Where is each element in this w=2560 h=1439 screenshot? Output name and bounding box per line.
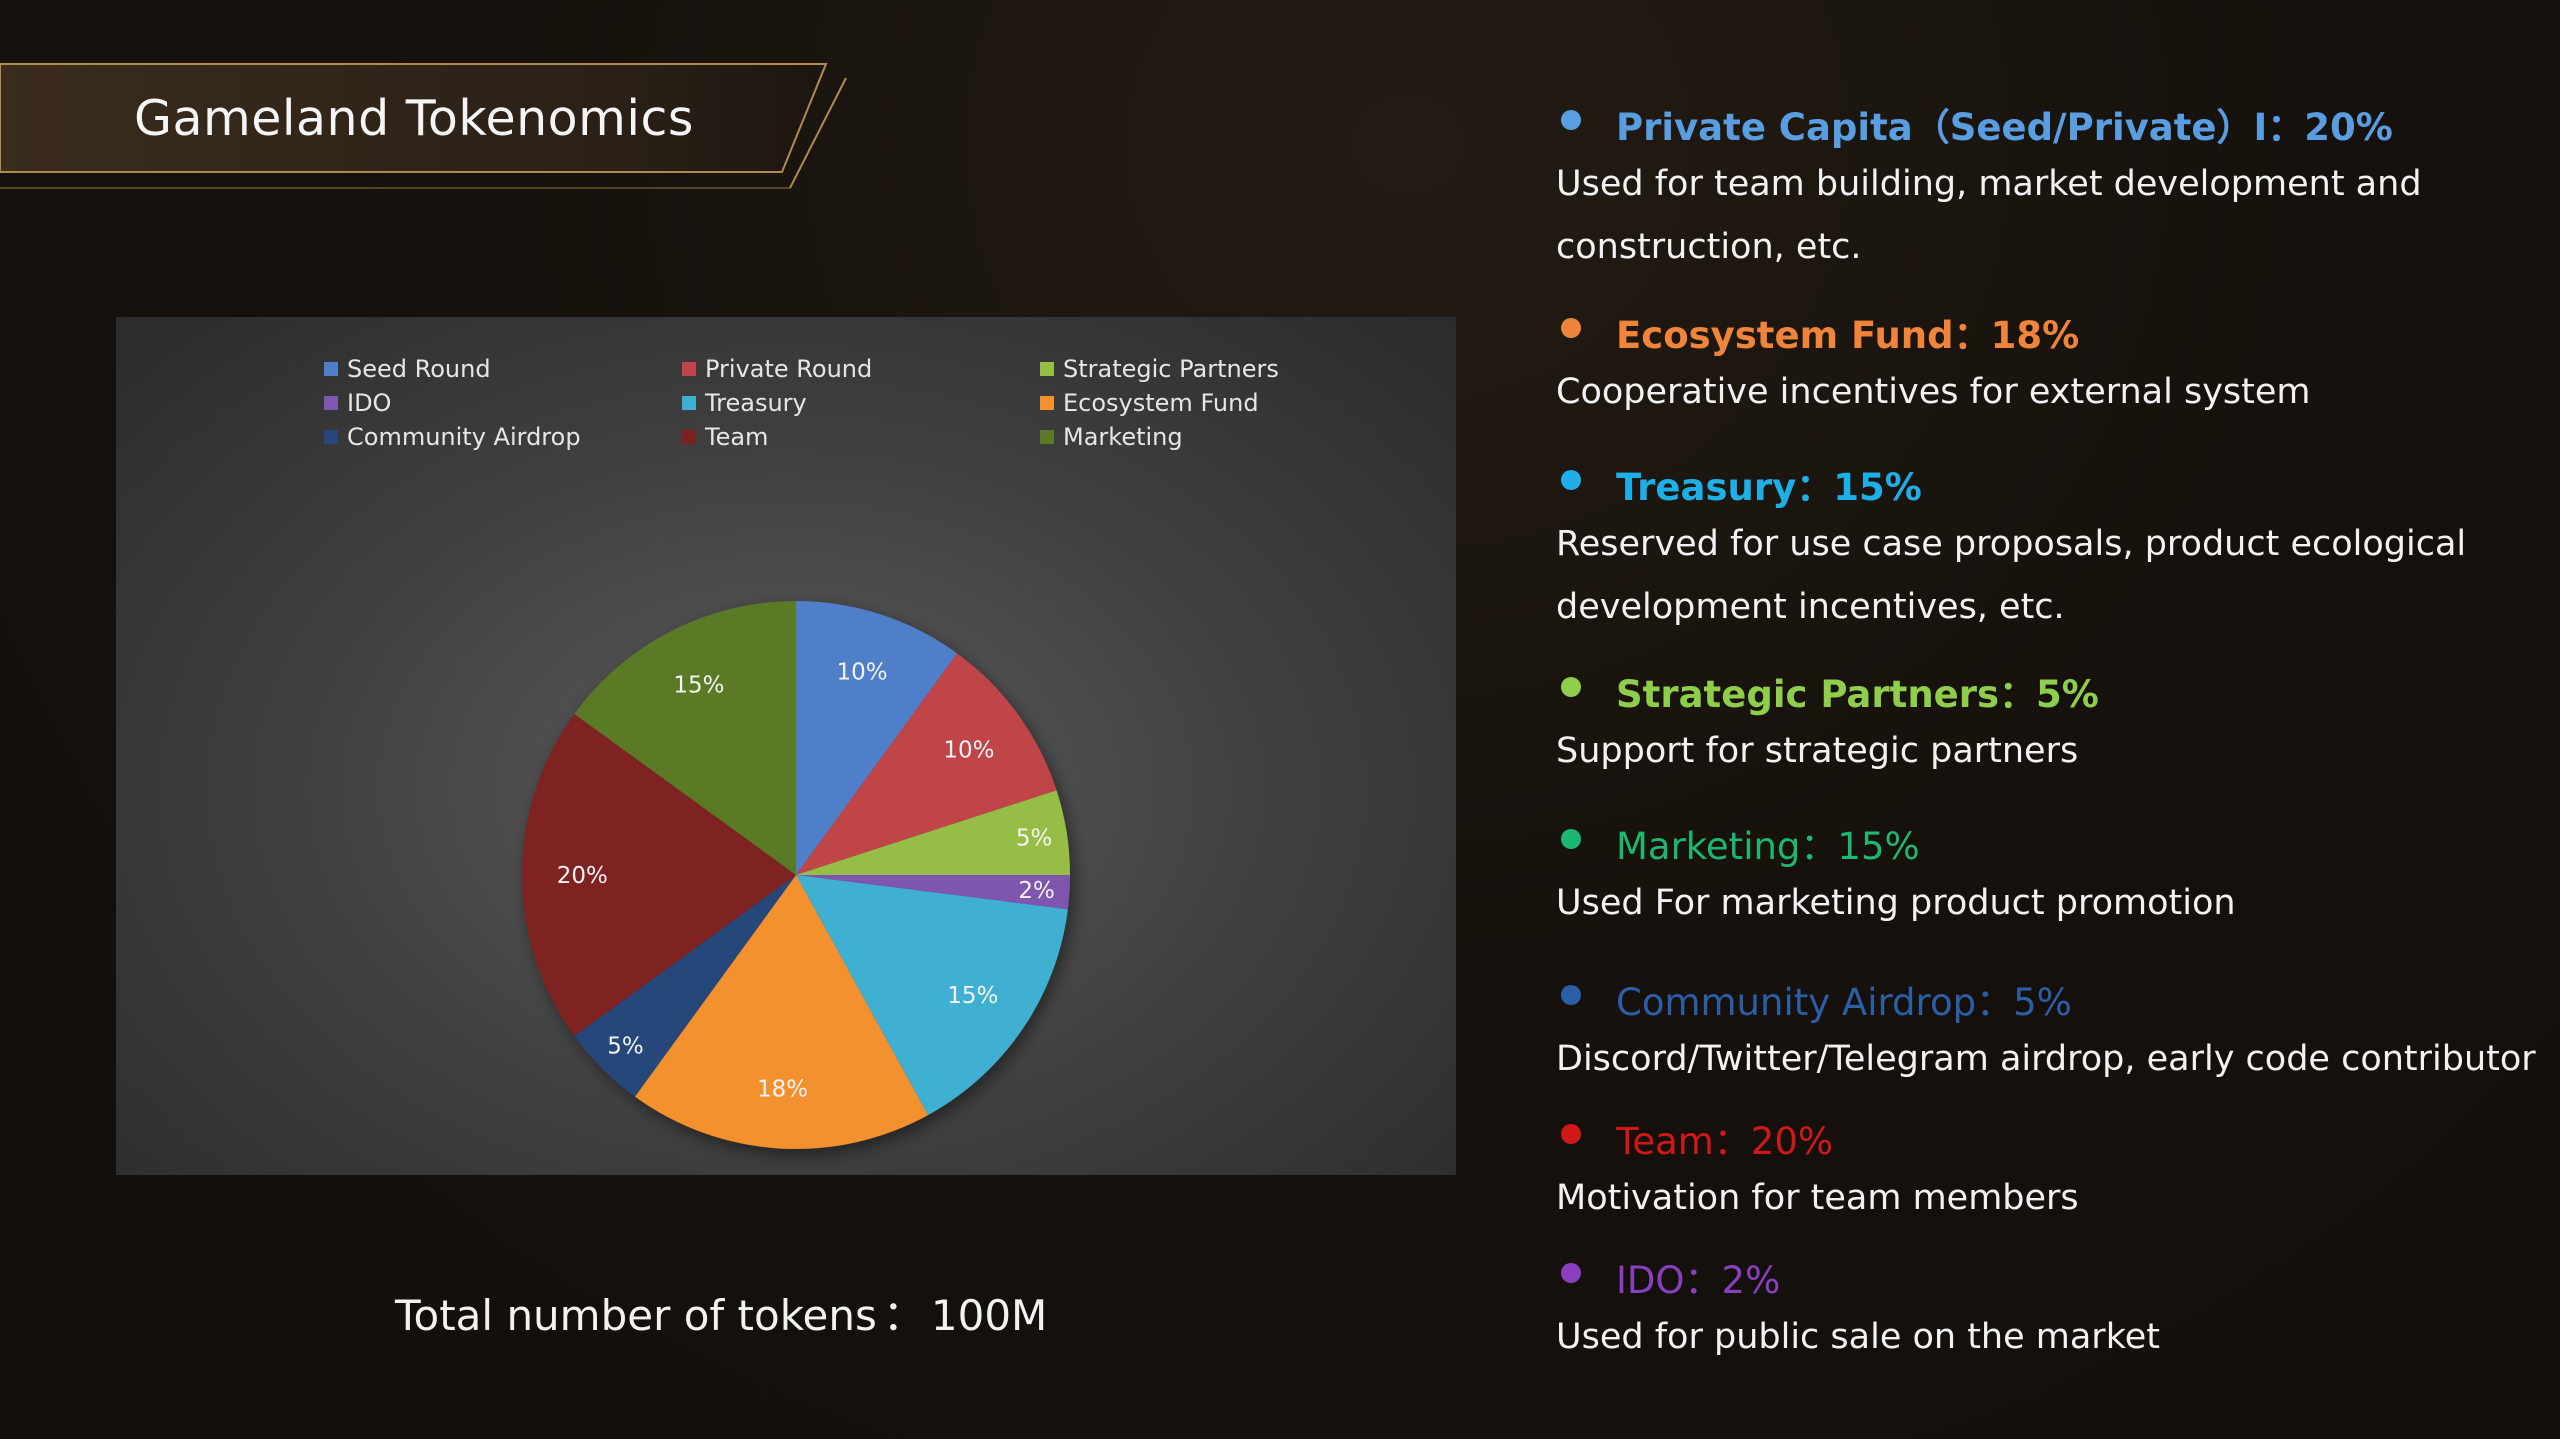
legend-swatch [324, 362, 338, 376]
pie-slice-marketing [574, 601, 796, 875]
allocation-header: Private Capita（Seed/Private）I：20% [1556, 93, 2556, 149]
pie-slice-community-airdrop [574, 875, 796, 1097]
legend-swatch [682, 430, 696, 444]
allocation-header: Strategic Partners：5% [1556, 660, 2556, 716]
legend-item-ecosystem-fund: Ecosystem Fund [1040, 388, 1259, 418]
bullet-dot-icon [1561, 318, 1581, 338]
legend-label: Marketing [1063, 423, 1183, 451]
legend-label: Community Airdrop [347, 423, 581, 451]
allocation-description: Discord/Twitter/Telegram airdrop, early … [1556, 1039, 2536, 1079]
pie-label-seed-round: 10% [836, 660, 887, 686]
allocation-description: Used For marketing product promotion [1556, 883, 2236, 923]
pie-label-private-round: 10% [943, 737, 994, 763]
pie-label-community-airdrop: 5% [607, 1033, 644, 1059]
legend-label: Seed Round [347, 355, 491, 383]
bullet-dot-icon [1561, 1263, 1581, 1283]
total-tokens-separator: ： [882, 1291, 925, 1340]
total-tokens-value: 100M [930, 1291, 1048, 1340]
allocation-description: Motivation for team members [1556, 1178, 2079, 1218]
bullet-dot-icon [1561, 677, 1581, 697]
pie-label-strategic-partners: 5% [1016, 825, 1052, 851]
pie-slice-seed-round [796, 601, 958, 875]
allocation-header: Ecosystem Fund：18% [1556, 301, 2556, 357]
legend-label: Private Round [705, 355, 873, 383]
title-banner [0, 60, 860, 200]
pie-label-treasury: 15% [947, 983, 998, 1009]
legend-item-treasury: Treasury [682, 388, 807, 418]
allocation-description: Used for team building, market developme… [1556, 164, 2422, 267]
total-tokens-label: Total number of tokens [395, 1291, 877, 1340]
legend-label: Strategic Partners [1063, 355, 1279, 383]
allocation-item: IDO：2% Used for public sale on the market [1556, 1246, 2556, 1369]
legend-swatch [324, 430, 338, 444]
bullet-dot-icon [1561, 1124, 1581, 1144]
legend-item-seed-round: Seed Round [324, 354, 491, 384]
title-banner-shape [0, 63, 847, 189]
legend-item-ido: IDO [324, 388, 391, 418]
allocation-description: Cooperative incentives for external syst… [1556, 372, 2311, 412]
allocation-title: IDO：2% [1616, 1259, 1781, 1302]
allocation-item: Private Capita（Seed/Private）I：20% Used fo… [1556, 93, 2556, 279]
allocation-header: Marketing：15% [1556, 812, 2556, 868]
pie-label-ecosystem-fund: 18% [757, 1076, 808, 1102]
legend-swatch [324, 396, 338, 410]
allocation-item: Community Airdrop：5% Discord/Twitter/Tele… [1556, 968, 2556, 1091]
total-tokens: Total number of tokens： 100M [395, 1282, 1047, 1343]
pie-label-team: 20% [557, 863, 608, 889]
allocation-title: Private Capita（Seed/Private）I：20% [1616, 106, 2393, 149]
allocation-title: Strategic Partners：5% [1616, 673, 2099, 716]
legend-swatch [1040, 396, 1054, 410]
allocation-title: Team：20% [1616, 1120, 1834, 1163]
pie-slice-private-round [796, 653, 1057, 875]
legend-swatch [682, 362, 696, 376]
legend-swatch [1040, 362, 1054, 376]
allocation-description: Support for strategic partners [1556, 731, 2079, 771]
allocation-header: IDO：2% [1556, 1246, 2556, 1302]
pie-label-ido: 2% [1018, 878, 1055, 904]
allocation-item: Ecosystem Fund：18% Cooperative incentives… [1556, 301, 2556, 424]
legend-item-community-airdrop: Community Airdrop [324, 422, 581, 452]
allocation-item: Team：20% Motivation for team members [1556, 1107, 2556, 1230]
allocation-title: Marketing：15% [1616, 825, 1920, 868]
legend-item-private-round: Private Round [682, 354, 872, 384]
allocation-header: Community Airdrop：5% [1556, 968, 2556, 1024]
legend-item-marketing: Marketing [1040, 422, 1183, 452]
pie-slice-treasury [796, 875, 1068, 1116]
bullet-dot-icon [1561, 829, 1581, 849]
allocation-title: Community Airdrop：5% [1616, 981, 2072, 1024]
legend-item-team: Team [682, 422, 768, 452]
pie-slice-ido [796, 875, 1070, 910]
pie-chart: 10% 10% 5% 2% 15% 18% 5% 20% 15% [522, 601, 1070, 1149]
pie-slice-team [522, 713, 796, 1037]
legend-label: IDO [347, 389, 392, 417]
pie-slice-ecosystem-fund [634, 875, 929, 1149]
legend-label: Team [705, 423, 769, 451]
allocation-title: Treasury：15% [1616, 466, 1922, 509]
bullet-dot-icon [1561, 110, 1581, 130]
allocation-title: Ecosystem Fund：18% [1616, 314, 2080, 357]
allocation-item: Strategic Partners：5% Support for strateg… [1556, 660, 2556, 783]
bullet-dot-icon [1561, 470, 1581, 490]
page-title: Gameland Tokenomics [134, 90, 694, 147]
allocation-header: Treasury：15% [1556, 453, 2556, 509]
allocation-description: Used for public sale on the market [1556, 1317, 2160, 1357]
pie-slice-strategic-partners [796, 790, 1070, 875]
allocation-description: Reserved for use case proposals, product… [1556, 524, 2467, 627]
allocation-item: Marketing：15% Used For marketing product … [1556, 812, 2556, 935]
allocation-header: Team：20% [1556, 1107, 2556, 1163]
allocation-item: Treasury：15% Reserved for use case propos… [1556, 453, 2556, 639]
pie-label-marketing: 15% [673, 673, 724, 699]
legend-label: Treasury [705, 389, 807, 417]
legend-label: Ecosystem Fund [1063, 389, 1259, 417]
chart-panel: Seed Round Private Round Strategic Partner… [116, 317, 1456, 1175]
bullet-dot-icon [1561, 985, 1581, 1005]
legend-item-strategic-partners: Strategic Partners [1040, 354, 1279, 384]
legend-swatch [1040, 430, 1054, 444]
legend-swatch [682, 396, 696, 410]
